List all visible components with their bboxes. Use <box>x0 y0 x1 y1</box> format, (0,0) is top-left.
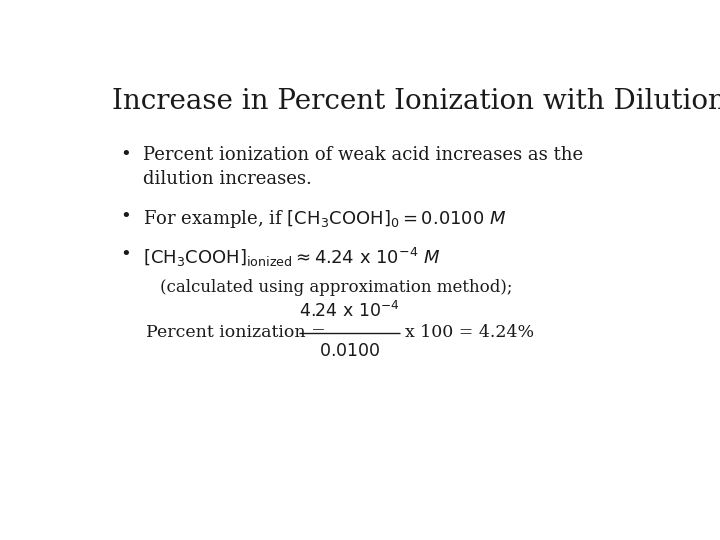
Text: •: • <box>121 146 132 164</box>
Text: $[\mathrm{CH_3COOH}]_\mathrm{ionized} \approx 4.24\ \mathrm{x}\ 10^{-4}\ \mathit: $[\mathrm{CH_3COOH}]_\mathrm{ionized} \a… <box>143 246 441 269</box>
Text: x 100 = 4.24%: x 100 = 4.24% <box>405 325 534 341</box>
Text: •: • <box>121 246 132 264</box>
Text: •: • <box>121 208 132 226</box>
Text: $0.0100$: $0.0100$ <box>319 343 380 360</box>
Text: Percent ionization =: Percent ionization = <box>145 325 331 341</box>
Text: For example, if $[\mathrm{CH_3COOH}]_0 = 0.0100\ \mathit{M}$: For example, if $[\mathrm{CH_3COOH}]_0 =… <box>143 208 507 230</box>
Text: Percent ionization of weak acid increases as the
dilution increases.: Percent ionization of weak acid increase… <box>143 146 583 188</box>
Text: Increase in Percent Ionization with Dilution: Increase in Percent Ionization with Dilu… <box>112 87 720 114</box>
Text: (calculated using approximation method);: (calculated using approximation method); <box>160 279 512 296</box>
Text: $4.24\ \mathrm{x}\ 10^{-4}$: $4.24\ \mathrm{x}\ 10^{-4}$ <box>299 300 400 321</box>
